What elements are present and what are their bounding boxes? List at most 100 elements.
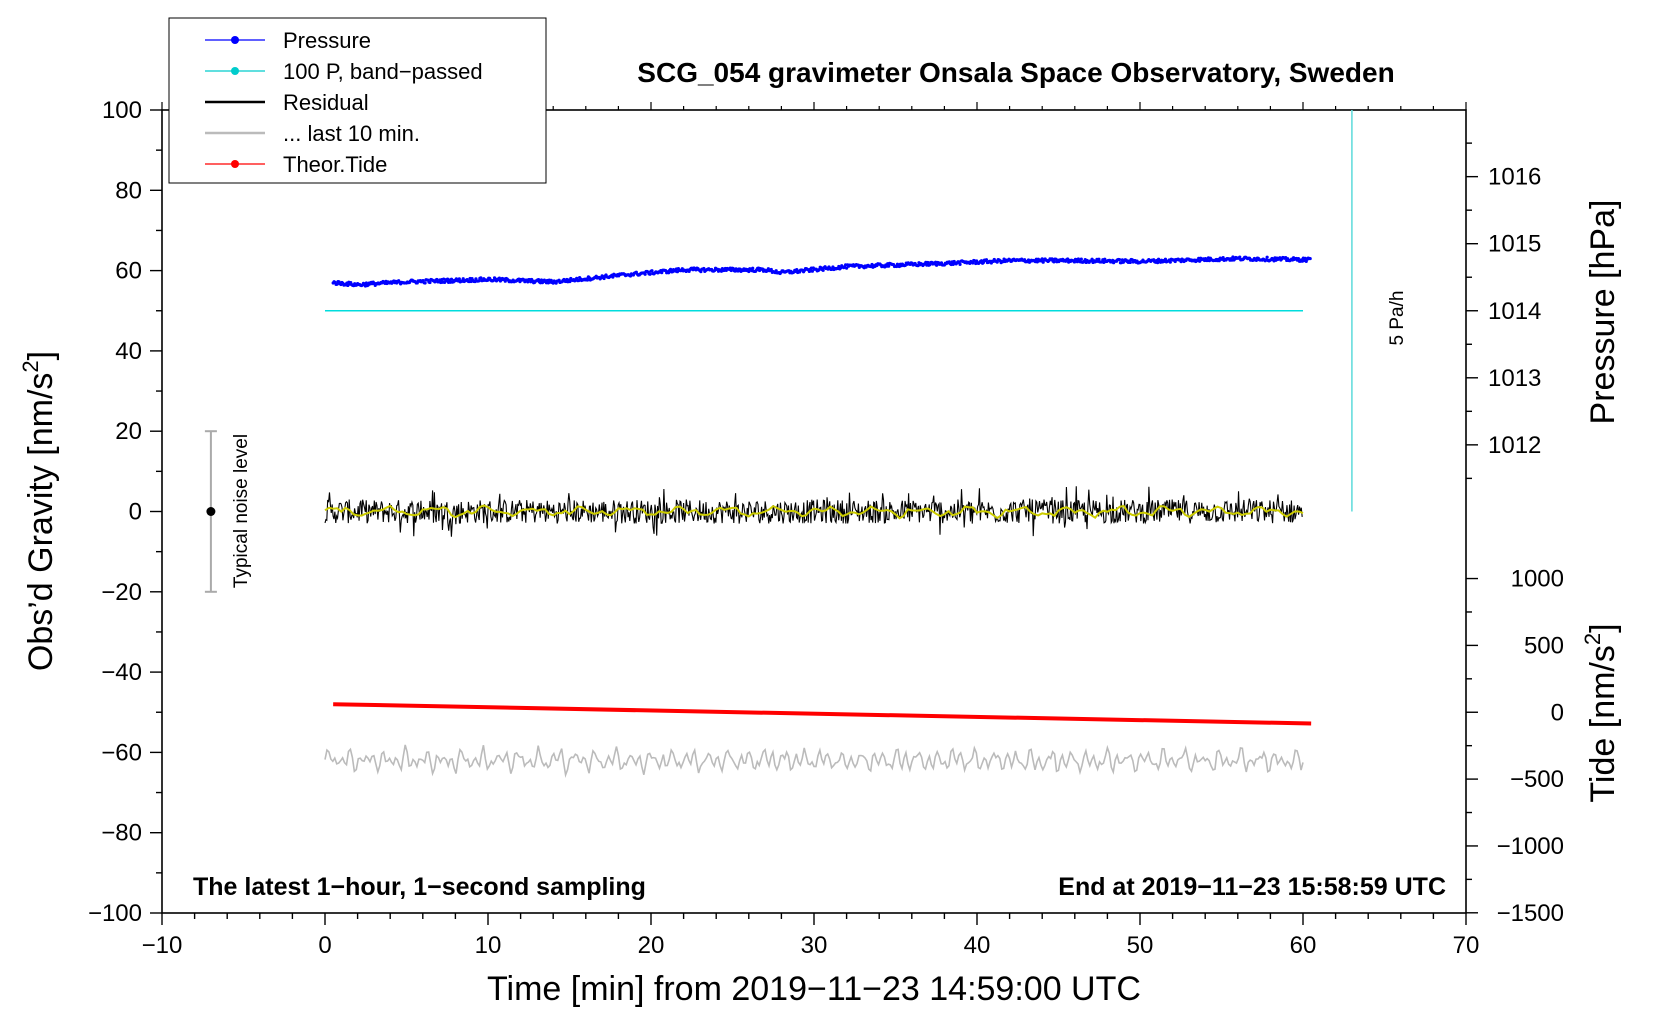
noise-level-label: Typical noise level bbox=[231, 434, 252, 588]
y-tick-labels: 100 80 60 40 20 0 −20 −40 −60 −80 −100 bbox=[88, 97, 142, 927]
pressure-point bbox=[1097, 257, 1101, 261]
noise-level-bar bbox=[204, 430, 217, 593]
pressure-point bbox=[958, 262, 962, 267]
pressure-point bbox=[1308, 256, 1312, 261]
pressure-point bbox=[751, 266, 755, 270]
pressure-point bbox=[926, 260, 930, 265]
theor-tide-line bbox=[333, 702, 1312, 726]
tide-tick-label: 500 bbox=[1524, 632, 1564, 659]
pressure-point bbox=[648, 272, 652, 276]
pressure-point bbox=[821, 268, 825, 272]
pressure-point bbox=[1117, 257, 1122, 262]
y-tick-label: 60 bbox=[115, 258, 142, 285]
pressure-point bbox=[1296, 257, 1301, 261]
pressure-point bbox=[1128, 260, 1132, 265]
pressure-point bbox=[585, 278, 590, 282]
pressure-point bbox=[477, 279, 481, 283]
pressure-point bbox=[461, 277, 465, 281]
pressure-point bbox=[1052, 260, 1056, 264]
pressure-axis-label: Pressure [hPa] bbox=[1584, 200, 1622, 425]
pressure-point bbox=[1231, 255, 1235, 259]
pressure-point bbox=[423, 281, 427, 285]
pressure-point bbox=[810, 269, 814, 273]
x-tick-label: 30 bbox=[801, 932, 828, 959]
x-tick-label: 20 bbox=[638, 932, 665, 959]
pressure-point bbox=[428, 280, 432, 285]
pressure-point bbox=[845, 266, 849, 270]
y-tick-label: 0 bbox=[129, 499, 142, 526]
legend-box bbox=[168, 17, 547, 184]
y-tick-label: 40 bbox=[115, 338, 142, 365]
x-tick-label: 0 bbox=[318, 932, 331, 959]
pressure-point bbox=[984, 258, 989, 262]
legend-label: Residual bbox=[283, 90, 369, 115]
end-time-note: End at 2019−11−23 15:58:59 UTC bbox=[1058, 873, 1446, 901]
tide-tick-labels: 1000 500 0 −500 −1000 −1500 bbox=[1497, 566, 1564, 927]
pressure-point bbox=[643, 272, 647, 276]
legend-marker bbox=[231, 67, 239, 75]
pressure-point bbox=[1265, 255, 1269, 259]
pressure-point bbox=[699, 269, 703, 274]
pressure-tick-label: 1013 bbox=[1488, 365, 1541, 392]
legend-marker bbox=[231, 36, 239, 44]
y-tick-label: 20 bbox=[115, 418, 142, 445]
pressure-point bbox=[769, 267, 773, 272]
pressure-point bbox=[602, 276, 606, 281]
last-10-min-line bbox=[324, 744, 1304, 778]
legend: Pressure 100 P, band−passed Residual ... la… bbox=[168, 17, 547, 184]
y-tick-label: −80 bbox=[101, 820, 142, 847]
pressure-point bbox=[335, 282, 339, 286]
x-tick-label: 60 bbox=[1290, 932, 1317, 959]
chart-title: SCG_054 gravimeter Onsala Space Observat… bbox=[637, 57, 1394, 88]
y-tick-label: 100 bbox=[102, 97, 142, 124]
tide-tick-label: 0 bbox=[1551, 699, 1564, 726]
pressure-point bbox=[668, 267, 673, 271]
pressure-point bbox=[1072, 260, 1077, 264]
pressure-point bbox=[887, 264, 891, 268]
x-tick-labels: −10 0 10 20 30 40 50 60 70 bbox=[142, 932, 1480, 959]
x-tick-label: −10 bbox=[142, 932, 183, 959]
tide-tick-label: −1500 bbox=[1497, 900, 1564, 927]
pressure-point bbox=[449, 277, 454, 281]
pressure-point bbox=[1168, 260, 1172, 264]
y-tick-label: 80 bbox=[115, 177, 142, 204]
tide-axis-label: Tide [nm/s2] bbox=[1580, 623, 1622, 802]
y-tick-label: −40 bbox=[101, 659, 142, 686]
pressure-point bbox=[1163, 257, 1168, 261]
pressure-point bbox=[934, 263, 939, 267]
x-axis-label: Time [min] from 2019−11−23 14:59:00 UTC bbox=[487, 970, 1141, 1008]
pressure-tick-label: 1016 bbox=[1488, 164, 1541, 191]
pressure-point bbox=[650, 269, 654, 273]
residual-line bbox=[324, 486, 1303, 537]
scale-bar-label: 5 Pa/h bbox=[1387, 291, 1408, 346]
pressure-point bbox=[479, 276, 483, 280]
pressure-point bbox=[747, 269, 751, 274]
tide-tick-label: −1000 bbox=[1497, 833, 1564, 860]
x-tick-label: 70 bbox=[1453, 932, 1480, 959]
pressure-tick-label: 1014 bbox=[1488, 298, 1541, 325]
sampling-note: The latest 1−hour, 1−second sampling bbox=[193, 873, 646, 901]
pressure-series bbox=[331, 255, 1312, 288]
legend-label: Pressure bbox=[283, 28, 371, 53]
pressure-tick-label: 1015 bbox=[1488, 231, 1541, 258]
pressure-point bbox=[995, 260, 999, 264]
pressure-point bbox=[435, 277, 439, 282]
legend-label: Theor.Tide bbox=[283, 152, 387, 177]
y-axis-label: Obs’d Gravity [nm/s2] bbox=[18, 351, 60, 671]
legend-label: 100 P, band−passed bbox=[283, 59, 483, 84]
legend-marker bbox=[231, 160, 239, 168]
pressure-point bbox=[1238, 255, 1242, 259]
pressure-point bbox=[702, 266, 706, 271]
series-layer bbox=[324, 255, 1312, 778]
pressure-tick-labels: 1016 1015 1014 1013 1012 bbox=[1488, 164, 1541, 459]
pressure-point bbox=[660, 271, 664, 275]
pressure-tick-label: 1012 bbox=[1488, 432, 1541, 459]
residual-smoothed-line bbox=[324, 504, 1304, 520]
pressure-point bbox=[1079, 257, 1083, 261]
legend-label: ... last 10 min. bbox=[283, 121, 420, 146]
y-tick-label: −20 bbox=[101, 579, 142, 606]
pressure-point bbox=[971, 261, 975, 265]
y-tick-label: −60 bbox=[101, 739, 142, 766]
x-tick-label: 10 bbox=[475, 932, 502, 959]
